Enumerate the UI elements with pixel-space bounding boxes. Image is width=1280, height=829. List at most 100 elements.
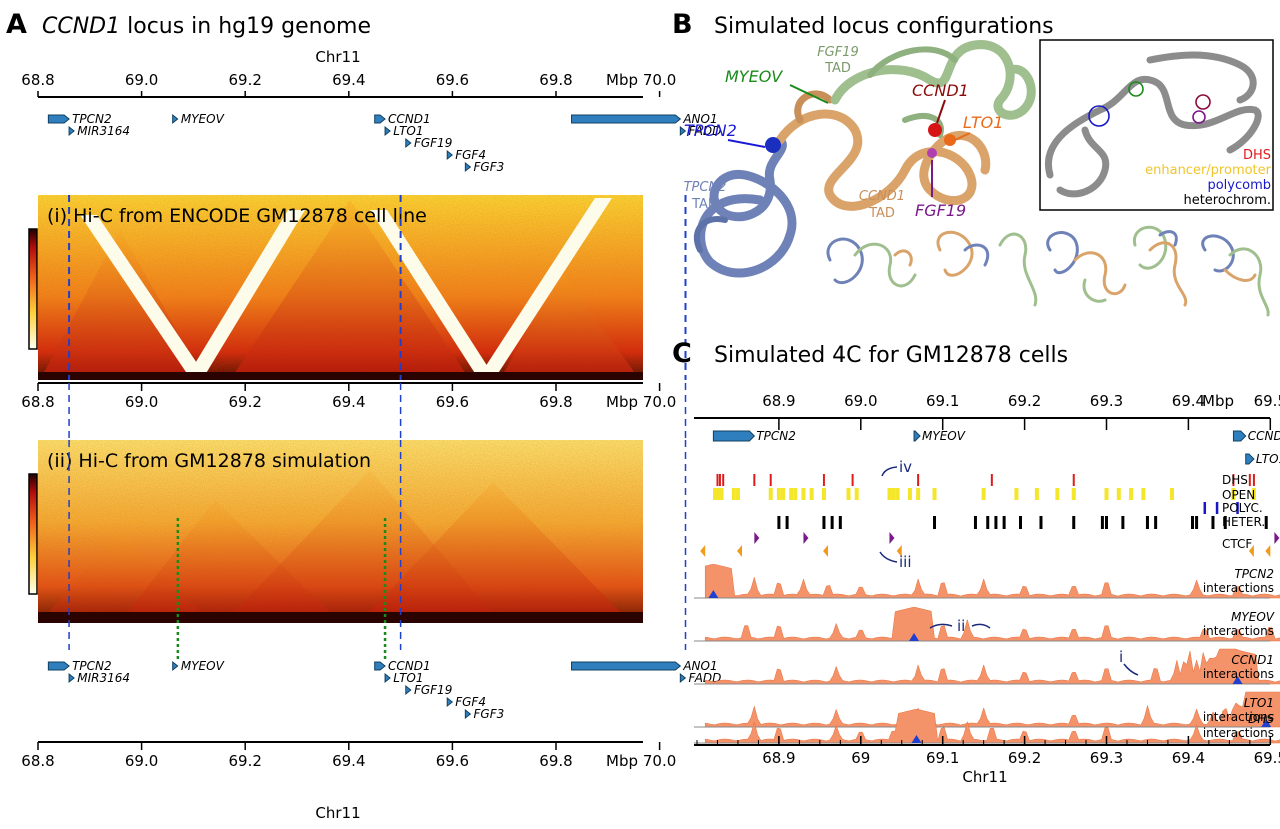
hic-simulation-diagonal <box>38 612 643 623</box>
hic-experiment-gap-2 <box>188 210 305 375</box>
ctcf-forward-mark <box>889 532 895 544</box>
ccnd1-tad-chain <box>775 109 991 211</box>
axis-tick-label: 68.8 <box>21 71 54 89</box>
annotation-iv: iv <box>899 458 912 476</box>
profile-name: LTO1 <box>1244 696 1274 710</box>
panel-a-title: CCND1 locus in hg19 genome <box>42 14 371 39</box>
ctcf-reverse-mark <box>1265 545 1271 557</box>
lto1-arrow <box>954 132 971 141</box>
gene-marker <box>384 672 391 684</box>
legend-polycomb: polycomb <box>1207 178 1271 193</box>
ccnd1-locus-marker <box>928 123 942 137</box>
viewpoint-marker <box>911 735 922 743</box>
small-configurations <box>826 225 1270 317</box>
ctcf-reverse-mark <box>737 545 743 557</box>
panel-a-title-rest: locus in hg19 genome <box>120 14 371 39</box>
gene-label: TPCN2 <box>72 659 112 673</box>
small-config-4 <box>1133 225 1188 307</box>
open-mark <box>1034 488 1039 500</box>
gene-label: FGF3 <box>474 707 505 721</box>
axis-tick-label: 69.2 <box>228 752 261 770</box>
axis-tick-label: 69.1 <box>926 749 959 767</box>
open-mark <box>932 488 937 500</box>
small-config-2 <box>936 230 1038 307</box>
hic-experiment-diagonal <box>38 372 643 380</box>
profile-suffix: interactions <box>1203 581 1274 595</box>
tpcn2-tad-chain-2 <box>693 216 728 253</box>
axis-tick-label: 69.8 <box>539 71 572 89</box>
open-mark <box>891 488 896 500</box>
axis-tick-label: 69.8 <box>539 393 572 411</box>
open-mark <box>821 488 826 500</box>
panel-a-letter: A <box>6 9 27 40</box>
viewpoint-marker <box>1232 676 1243 684</box>
ctcf-reverse-mark <box>823 545 829 557</box>
panel-a-chrom-bottom: Chr11 <box>315 804 360 822</box>
heterochromatin-mark <box>785 516 789 529</box>
gene-marker <box>68 125 75 137</box>
gene-marker <box>405 684 412 696</box>
tpcn2-tad-label-suffix: TAD <box>691 197 718 212</box>
fgf19-tad-label: FGF19 <box>817 45 859 60</box>
axis-tick-label: 69.8 <box>539 752 572 770</box>
open-mark <box>907 488 912 500</box>
gene-bar <box>1232 430 1247 442</box>
gene-label: LTO1 <box>1256 452 1280 466</box>
gene-marker <box>68 672 75 684</box>
heterochromatin-mark <box>986 516 990 529</box>
open-mark <box>895 488 900 500</box>
axis-unit-label: Mbp <box>606 752 638 770</box>
hic-experiment-gap-4 <box>478 198 612 378</box>
axis-tick-label: 70.0 <box>643 71 676 89</box>
ccnd1-label: CCND1 <box>912 81 969 100</box>
inset-green-circle <box>1128 81 1144 97</box>
panel-a: A CCND1 locus in hg19 genome Chr11 68.8 6… <box>6 9 721 822</box>
panel-c-gene-track: TPCN2 MYEOV CCND1 LTO1 <box>712 429 1280 466</box>
heterochromatin-mark <box>1154 516 1158 529</box>
axis-unit-label: Mbp <box>1202 392 1234 410</box>
gene-label: FGF19 <box>414 683 452 697</box>
axis-tick-label: 68.8 <box>21 752 54 770</box>
gene-label: LTO1 <box>393 671 423 685</box>
ctcf-reverse-mark <box>896 545 902 557</box>
heterochromatin-mark <box>973 516 977 529</box>
gene-label: FGF4 <box>455 695 486 709</box>
lto1-label: LTO1 <box>963 113 1003 132</box>
axis-tick-label: 69.0 <box>125 71 158 89</box>
gene-label: FGF4 <box>455 148 486 162</box>
gene-marker <box>384 125 391 137</box>
gene-marker <box>464 708 472 720</box>
heterochromatin-mark <box>1072 516 1076 529</box>
heterochromatin-mark <box>933 516 937 529</box>
annotation-ii: ii <box>957 617 965 635</box>
axis-tick-label: 69.2 <box>228 393 261 411</box>
open-mark <box>846 488 851 500</box>
lto1-locus-marker <box>944 134 956 146</box>
interaction-profile-tpcn2 <box>704 564 1280 599</box>
axis-tick-label: 69.2 <box>228 71 261 89</box>
open-mark <box>1251 488 1256 500</box>
axis-tick-label: 69.2 <box>1008 749 1041 767</box>
ccnd1-arrow <box>936 99 946 124</box>
gene-label: MIR3164 <box>77 124 130 138</box>
open-mark <box>801 488 806 500</box>
axis-tick-label: 69.0 <box>125 752 158 770</box>
hic-experiment-heatmap: (i) Hi-C from ENCODE GM12878 cell line <box>38 195 643 380</box>
gene-label: MYEOV <box>181 659 225 673</box>
gene-label: ANO1 <box>682 659 717 673</box>
gene-label: FGF3 <box>474 160 505 174</box>
open-mark <box>768 488 773 500</box>
panel-c-title: Simulated 4C for GM12878 cells <box>714 343 1068 368</box>
heterochromatin-mark <box>1039 516 1043 529</box>
small-config-3 <box>1046 231 1127 303</box>
gene-marker <box>405 137 412 149</box>
profile-name: DHS <box>1248 712 1274 726</box>
heterochromatin-mark <box>1019 516 1023 529</box>
heterochromatin-mark <box>838 516 842 529</box>
open-mark <box>776 488 781 500</box>
open-mark <box>981 488 986 500</box>
gene-label: FADD <box>689 124 722 138</box>
gene-marker <box>464 161 472 173</box>
annotation-i: i <box>1119 648 1123 666</box>
